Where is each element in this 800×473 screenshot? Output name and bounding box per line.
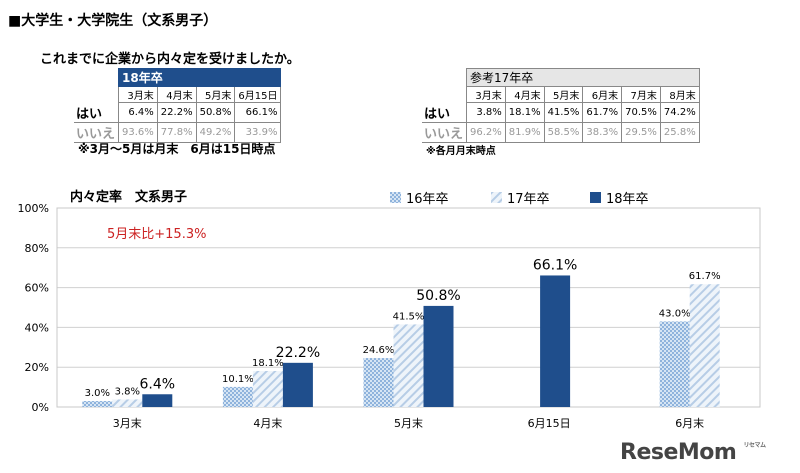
- table-17-note: ※各月月末時点: [426, 146, 496, 157]
- legend-label-18: 18年卒: [606, 192, 649, 207]
- legend-label-16: 16年卒: [406, 192, 449, 207]
- y-tick-label: 20%: [25, 361, 49, 374]
- bar-18: [142, 394, 173, 407]
- table-18-col: 6月15日: [234, 86, 282, 103]
- legend-swatch-17: [491, 192, 502, 203]
- table-18-title: 18年卒: [118, 68, 282, 87]
- logo-text: ReseMom: [620, 440, 737, 465]
- legend-item-16: 16年卒: [390, 188, 449, 207]
- table-17-cell: 29.5%: [621, 121, 661, 143]
- legend-swatch-16: [390, 192, 401, 203]
- bar-16: [82, 401, 113, 407]
- x-tick-label: 4月末: [253, 416, 282, 430]
- x-tick-label: 6月15日: [528, 417, 571, 430]
- table-17-col: 3月末: [466, 86, 506, 103]
- data-label: 6.4%: [140, 376, 176, 392]
- table-18-row-label: はい: [74, 102, 119, 123]
- data-label: 24.6%: [363, 345, 395, 356]
- data-label: 22.2%: [276, 345, 320, 361]
- bar-16: [222, 386, 253, 407]
- bar-18: [540, 275, 571, 407]
- table-18-cell: 33.9%: [234, 121, 282, 143]
- x-tick-label: 3月末: [113, 416, 142, 430]
- legend-swatch-18: [590, 192, 601, 203]
- survey-question: これまでに企業から内々定を受けましたか。: [40, 52, 300, 67]
- table-17-cell: 3.8%: [466, 102, 506, 123]
- table-17-col: 7月末: [621, 86, 661, 103]
- data-label: 61.7%: [689, 271, 721, 282]
- chart-title: 内々定率 文系男子: [70, 190, 188, 205]
- table-18-cell: 93.6%: [118, 121, 158, 143]
- table-18-note: ※3月～5月は月末 6月は15日時点: [78, 142, 276, 156]
- data-label: 10.1%: [222, 374, 254, 385]
- bar-17: [112, 399, 143, 407]
- legend-item-18: 18年卒: [590, 188, 649, 207]
- table-17-cell: 25.8%: [659, 121, 700, 143]
- x-tick-label: 5月末: [394, 416, 423, 430]
- data-label: 18.1%: [252, 358, 284, 369]
- table-17: 参考17年卒 3月末 4月末 5月末 6月末 7月末 8月末 はい 3.8% 1…: [422, 68, 700, 143]
- legend-label-17: 17年卒: [507, 192, 550, 207]
- legend-item-17: 17年卒: [491, 188, 550, 207]
- table-17-cell: 38.3%: [582, 121, 623, 143]
- y-tick-label: 0%: [32, 401, 49, 414]
- table-18-row-label: いいえ: [74, 122, 119, 143]
- data-label: 66.1%: [533, 257, 577, 273]
- table-17-cell: 96.2%: [466, 121, 506, 143]
- bar-16: [363, 358, 394, 407]
- y-tick-label: 80%: [25, 242, 49, 255]
- data-label: 41.5%: [393, 311, 425, 322]
- table-17-row-label: はい: [422, 102, 467, 123]
- bar-16: [659, 321, 690, 407]
- y-tick-label: 100%: [18, 202, 49, 215]
- page-title: ■大学生・大学院生（文系男子）: [8, 13, 218, 29]
- bar-17: [393, 324, 424, 407]
- data-label: 50.8%: [416, 288, 460, 304]
- bar-18: [282, 362, 313, 407]
- data-label: 43.0%: [659, 308, 691, 319]
- table-18-cell: 49.2%: [195, 121, 236, 143]
- x-tick-label: 6月末: [675, 416, 704, 430]
- resemom-logo: ReseMom リセマム: [620, 440, 766, 465]
- table-17-row-label: いいえ: [422, 122, 467, 143]
- y-tick-label: 60%: [25, 282, 49, 295]
- bar-17: [689, 284, 720, 407]
- table-18: 18年卒 3月末 4月末 5月末 6月15日 はい 6.4% 22.2% 50.…: [74, 68, 282, 143]
- chart-annotation: 5月末比+15.3%: [107, 227, 207, 242]
- bar-18: [423, 305, 454, 407]
- y-tick-label: 40%: [25, 321, 49, 334]
- logo-small-text: リセマム: [743, 442, 766, 449]
- bar-17: [252, 370, 283, 407]
- data-label: 3.0%: [85, 388, 110, 399]
- data-label: 3.8%: [115, 386, 140, 397]
- table-17-col: 8月末: [659, 86, 700, 103]
